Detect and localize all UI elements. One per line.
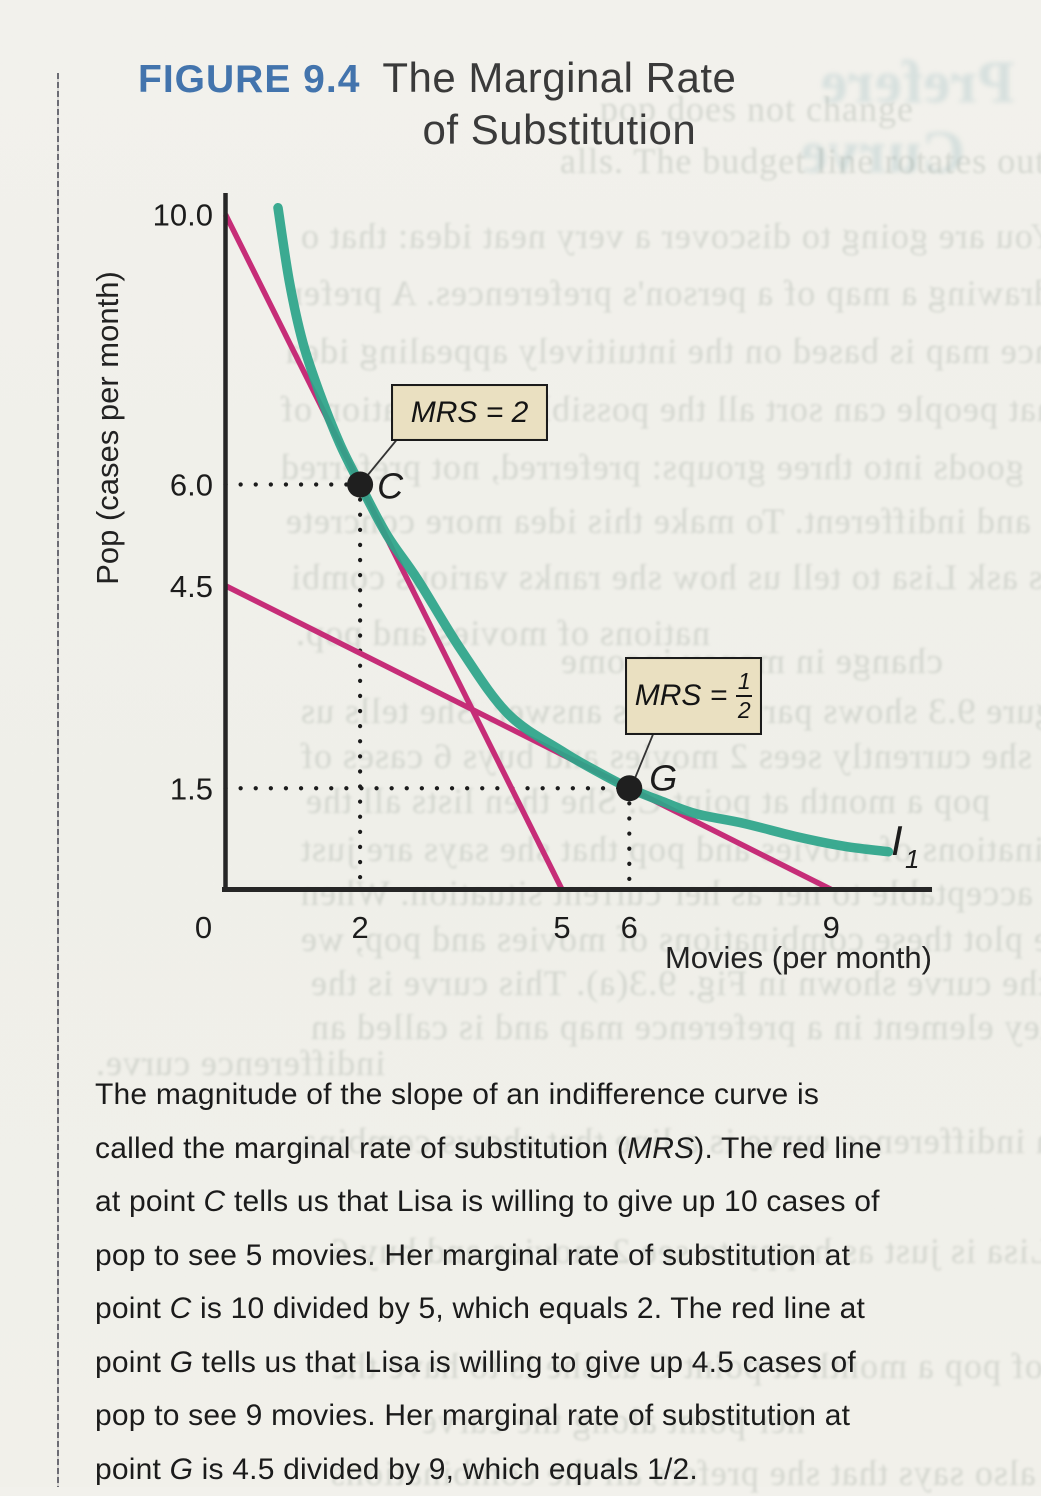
fraction-denominator: 2 (738, 699, 751, 722)
y-tick-6.0: 6.0 (170, 468, 213, 503)
caption-line: point G is 4.5 divided by 9, which equal… (95, 1443, 1005, 1496)
caption-text: tells us that Lisa is willing to give up… (225, 1185, 879, 1218)
caption-text: point (95, 1453, 170, 1486)
caption-text: is 4.5 divided by 9, which equals 1/2. (193, 1453, 698, 1486)
point-G (616, 775, 642, 801)
caption-line: called the marginal rate of substitution… (95, 1122, 1005, 1176)
mrs-2-callout-text: MRS = 2 (411, 396, 529, 430)
caption-italic-term: C (204, 1185, 226, 1218)
y-axis-title: Pop (cases per month) (90, 271, 125, 585)
caption-text: pop to see 5 movies. Her marginal rate o… (95, 1239, 850, 1272)
mrs-half-fraction: 1 2 (736, 670, 752, 722)
caption-text: at point (95, 1185, 204, 1218)
mrs-half-callout-box: MRS = 1 2 (625, 657, 762, 735)
y-tick-4.5: 4.5 (170, 569, 213, 604)
fraction-numerator: 1 (738, 670, 751, 693)
mrs-half-callout-prefix: MRS = (635, 679, 728, 713)
caption-italic-term: MRS (627, 1132, 694, 1165)
caption-line: at point C tells us that Lisa is willing… (95, 1175, 1005, 1229)
caption-text: The magnitude of the slope of an indiffe… (95, 1078, 819, 1111)
x-tick-5: 5 (553, 910, 570, 945)
curve-label-sub: 1 (905, 844, 919, 874)
point-label-G: G (649, 757, 677, 798)
figure-caption: The magnitude of the slope of an indiffe… (95, 1068, 1005, 1496)
caption-line: point G tells us that Lisa is willing to… (95, 1336, 1005, 1390)
caption-line: pop to see 5 movies. Her marginal rate o… (95, 1229, 1005, 1283)
y-tick-1.5: 1.5 (170, 771, 213, 806)
x-tick-6: 6 (621, 910, 638, 945)
x-tick-0: 0 (195, 910, 212, 945)
caption-italic-term: G (170, 1453, 194, 1486)
caption-line: pop to see 9 movies. Her marginal rate o… (95, 1389, 1005, 1443)
mrs-2-callout-box: MRS = 2 (391, 384, 548, 441)
y-tick-10.0: 10.0 (153, 198, 213, 233)
caption-text: pop to see 9 movies. Her marginal rate o… (95, 1399, 850, 1432)
point-C (347, 472, 373, 498)
caption-line: The magnitude of the slope of an indiffe… (95, 1068, 1005, 1122)
caption-text: called the marginal rate of substitution… (95, 1132, 627, 1165)
indifference-curve-I1 (278, 208, 888, 852)
tangent-line-at-G (226, 586, 832, 890)
caption-text: point (95, 1346, 170, 1379)
caption-italic-term: G (170, 1346, 194, 1379)
caption-text: is 10 divided by 5, which equals 2. The … (191, 1292, 865, 1325)
caption-text: point (95, 1292, 170, 1325)
caption-line: point C is 10 divided by 5, which equals… (95, 1282, 1005, 1336)
caption-italic-term: C (170, 1292, 192, 1325)
x-tick-2: 2 (351, 910, 368, 945)
caption-text: tells us that Lisa is willing to give up… (193, 1346, 856, 1379)
x-axis-title: Movies (per month) (665, 940, 932, 975)
curve-label-I: I (891, 817, 903, 864)
caption-text: ). The red line (694, 1132, 882, 1165)
point-label-C: C (377, 466, 404, 507)
